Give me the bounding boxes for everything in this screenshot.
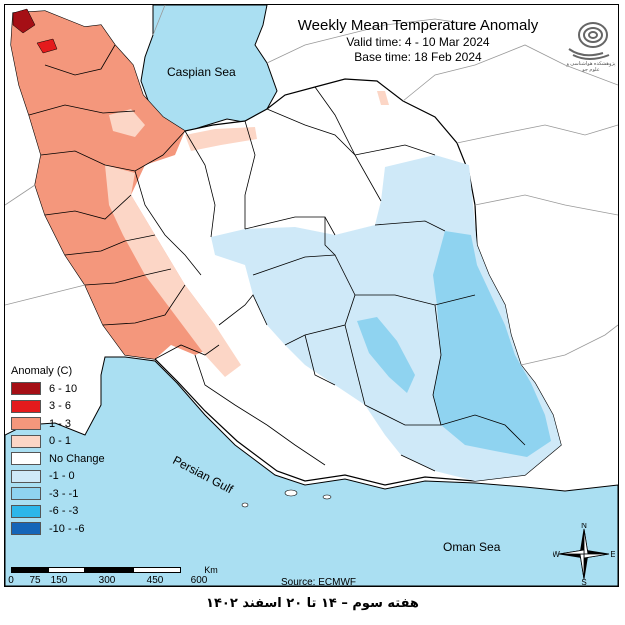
scale-tick: 600 — [190, 575, 208, 586]
map-frame: Weekly Mean Temperature Anomaly Valid ti… — [4, 4, 619, 587]
anomaly-light-warm-1 — [109, 109, 145, 137]
legend-swatch — [11, 504, 41, 518]
anomaly-cold-east-band — [433, 231, 551, 457]
country-borders — [5, 5, 618, 366]
valid-time: Valid time: 4 - 10 Mar 2024 — [346, 35, 490, 49]
footer-caption: هفته سوم – ۱۴ تا ۲۰ اسفند ۱۴۰۲ — [206, 596, 419, 611]
anomaly-light-warm-4 — [377, 91, 389, 105]
legend-title: Anomaly (C) — [11, 365, 73, 377]
compass-n: N — [581, 523, 587, 530]
province-borders — [28, 44, 526, 472]
anomaly-hot-spot — [36, 38, 58, 54]
legend-item: 6 - 10 — [11, 380, 111, 398]
compass-s: S — [581, 578, 586, 585]
scale-tick: 300 — [98, 575, 116, 586]
legend-item: 0 - 1 — [11, 433, 111, 451]
scale-segment — [11, 567, 48, 573]
legend: Anomaly (C) 6 - 10 3 - 6 1 - 3 0 - 1 No Chan… — [11, 365, 111, 538]
anomaly-cold-central-band — [357, 317, 415, 393]
legend-label: 1 - 3 — [49, 417, 72, 430]
scale-unit: Km — [204, 565, 218, 575]
legend-label: -1 - 0 — [49, 470, 75, 483]
logo-text: پژوهشکده هواشناسی و علوم جو — [566, 61, 616, 73]
legend-swatch — [11, 382, 41, 396]
legend-item: -6 - -3 — [11, 503, 111, 521]
legend-label: -3 - -1 — [49, 487, 79, 500]
legend-rows: 6 - 10 3 - 6 1 - 3 0 - 1 No Change -1 - 0 -3 -… — [11, 380, 111, 538]
anomaly-very-hot-spot — [12, 8, 36, 34]
scale-tick: 150 — [50, 575, 68, 586]
legend-swatch — [11, 434, 41, 448]
institute-logo: پژوهشکده هواشناسی و علوم جو — [563, 15, 618, 83]
legend-item: 3 - 6 — [11, 398, 111, 416]
base-time: Base time: 18 Feb 2024 — [354, 50, 482, 64]
scale-tick: 75 — [29, 575, 41, 586]
legend-item: No Change — [11, 450, 111, 468]
legend-item: -1 - 0 — [11, 468, 111, 486]
legend-swatch — [11, 417, 41, 431]
scale-tick: 0 — [8, 575, 14, 586]
legend-swatch — [11, 487, 41, 501]
persian-gulf-oman-sea — [5, 356, 618, 586]
legend-label: 3 - 6 — [49, 400, 72, 413]
legend-item: -10 - -6 — [11, 520, 111, 538]
anomaly-light-warm-3 — [185, 127, 257, 151]
legend-item: 1 - 3 — [11, 415, 111, 433]
scale-bar: 0 75 150 300 450 600 Km — [8, 565, 218, 586]
oman-sea-label: Oman Sea — [443, 540, 501, 554]
legend-swatch — [11, 522, 41, 536]
legend-item: -3 - -1 — [11, 485, 111, 503]
compass-rose: N S E W — [552, 521, 615, 586]
caspian-sea-label: Caspian Sea — [167, 65, 236, 79]
compass-icon: N S E W — [552, 521, 615, 586]
legend-label: -6 - -3 — [49, 505, 79, 518]
scale-segment — [85, 567, 133, 573]
gulf-islands — [241, 489, 332, 508]
anomaly-light-warm-2 — [105, 165, 241, 377]
legend-label: No Change — [49, 452, 105, 465]
swirl-logo-icon — [568, 22, 610, 60]
compass-w: W — [553, 550, 560, 559]
legend-label: 6 - 10 — [49, 382, 78, 395]
compass-e: E — [610, 550, 615, 559]
legend-label: 0 - 1 — [49, 435, 72, 448]
caspian-sea — [140, 5, 278, 134]
scale-tick: 450 — [146, 575, 164, 586]
legend-swatch — [11, 399, 41, 413]
legend-label: -10 - -6 — [49, 522, 85, 535]
title-block: Weekly Mean Temperature Anomaly Valid ti… — [263, 17, 573, 65]
source-label: Source: ECMWF — [281, 577, 357, 587]
scale-segment — [48, 567, 85, 573]
map-title: Weekly Mean Temperature Anomaly — [297, 17, 539, 34]
legend-swatch — [11, 452, 41, 466]
map-canvas — [5, 5, 618, 586]
legend-swatch — [11, 469, 41, 483]
scale-segment — [133, 567, 181, 573]
